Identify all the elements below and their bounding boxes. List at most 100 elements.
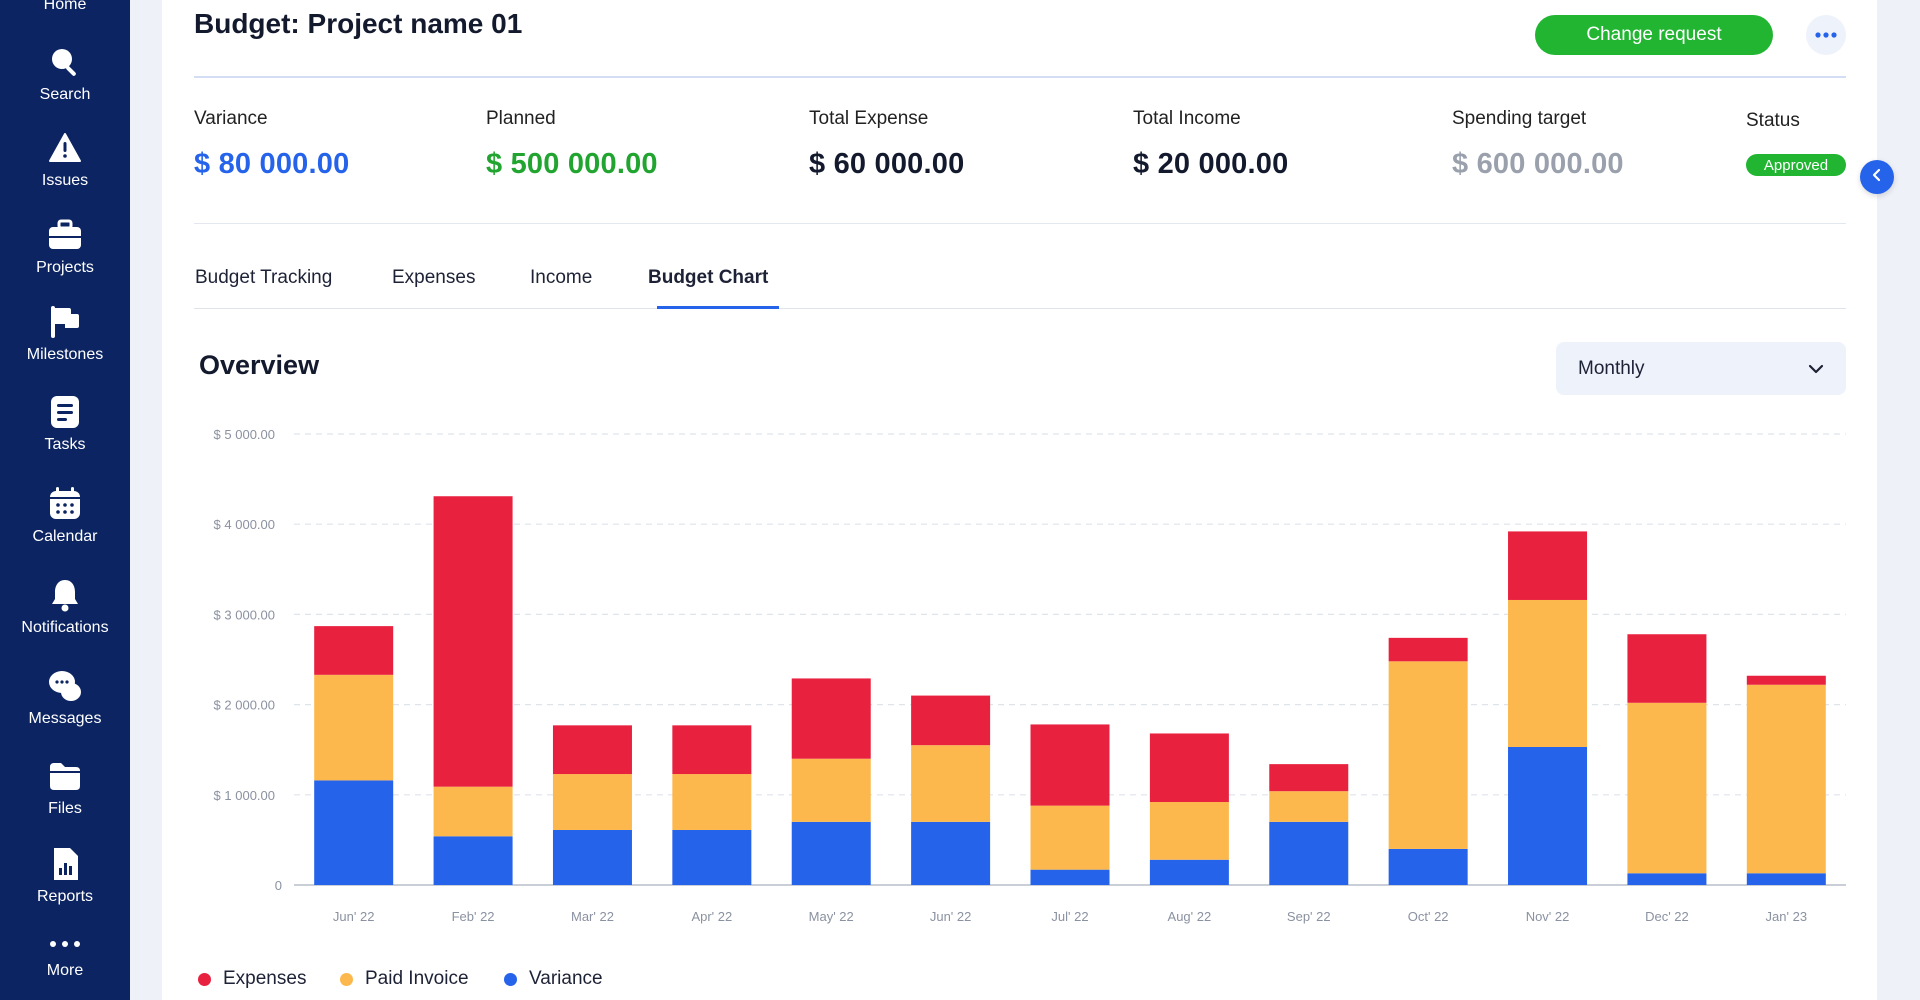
legend-variance[interactable]: Variance [504,968,603,990]
x-tick-label: May' 22 [809,909,854,924]
y-tick-label: $ 4 000.00 [214,517,275,532]
sidebar-item-label: Messages [28,710,102,727]
y-tick-label: $ 1 000.00 [214,788,275,803]
y-tick-label: $ 5 000.00 [214,427,275,442]
sidebar-item-messages[interactable]: Messages [0,668,130,728]
sidebar-item-search[interactable]: Search [0,44,130,104]
bar-segment-paid-invoice [1746,684,1826,874]
warning-icon [47,130,83,166]
sidebar-item-label: Calendar [32,528,98,545]
bar-segment-expenses [791,678,871,759]
metric-value: $ 500 000.00 [486,148,658,180]
bar-segment-expenses [1269,764,1349,792]
bar-segment-variance [672,829,752,885]
legend-swatch [340,972,353,986]
x-tick-label: Jan' 23 [1766,909,1808,924]
bar-segment-expenses [1388,637,1468,662]
bar-segment-variance [1269,821,1349,885]
bar-segment-expenses [1030,724,1110,806]
y-tick-label: $ 2 000.00 [214,698,275,713]
x-tick-label: Mar' 22 [571,909,614,924]
bar-segment-paid-invoice [1627,702,1707,874]
budget-stacked-bar-chart: 0 $ 1 000.00 $ 2 000.00 $ 3 000.00 $ 4 000.0… [214,427,1846,924]
sidebar-item-notifications[interactable]: Notifications [0,577,130,637]
tab-budget-tracking[interactable]: Budget Tracking [195,267,333,288]
sidebar-item-home[interactable]: Home [0,0,130,14]
chat-icon [47,668,83,704]
metric-value: $ 20 000.00 [1133,148,1289,180]
bar-segment-variance [1388,848,1468,885]
tasks-icon [47,394,83,430]
metric-label: Spending target [1452,108,1587,129]
sidebar-item-label: Files [48,800,82,817]
legend-paid-invoice[interactable]: Paid Invoice [340,968,469,990]
x-tick-label: Nov' 22 [1526,909,1570,924]
bar-segment-expenses [1627,634,1707,703]
metric-value: $ 600 000.00 [1452,148,1624,180]
tab-expenses[interactable]: Expenses [392,267,476,288]
chevron-left-icon [1870,168,1884,187]
period-select[interactable]: Monthly [1556,342,1846,395]
metric-status: Status [1746,110,1800,132]
bar-segment-variance [1746,873,1826,885]
bar-segment-paid-invoice [672,774,752,830]
y-tick-label: 0 [275,878,282,893]
legend-expenses[interactable]: Expenses [198,968,306,990]
sidebar-item-label: Tasks [44,436,86,453]
x-tick-label: Sep' 22 [1287,909,1331,924]
calendar-icon [47,486,83,522]
bell-icon [47,577,83,613]
metric-variance: Variance $ 80 000.00 [194,108,349,181]
sidebar-item-files[interactable]: Files [0,758,130,818]
sidebar-item-label: Reports [36,888,94,905]
bar-segment-expenses [1746,675,1826,685]
page-title: Budget: Project name 01 [194,8,523,39]
bar-segment-paid-invoice [552,774,632,830]
tab-income[interactable]: Income [530,267,593,288]
sidebar-item-label: Milestones [26,346,104,363]
header-divider [194,76,1846,78]
metric-label: Total Income [1133,108,1241,129]
metric-value: $ 80 000.00 [194,148,350,180]
bar-segment-variance [1030,869,1110,885]
chevron-down-icon [1808,358,1824,380]
bar-segment-variance [911,821,991,885]
bar-segment-paid-invoice [314,674,394,781]
tabs-divider [194,308,1846,309]
sidebar: Home Search Issues Projects Milestones T… [0,0,130,1000]
right-gutter [1877,0,1920,1000]
x-tick-label: Feb' 22 [452,909,495,924]
change-request-button[interactable]: Change request [1535,15,1773,55]
metric-spending-target: Spending target $ 600 000.00 [1452,108,1624,181]
sidebar-item-label: Issues [41,172,89,189]
collapse-panel-button[interactable] [1860,160,1894,194]
sidebar-item-calendar[interactable]: Calendar [0,486,130,546]
bar-segment-variance [1508,746,1588,885]
metric-value: $ 60 000.00 [809,148,965,180]
sidebar-item-label: Notifications [21,619,109,636]
bar-segment-paid-invoice [791,758,871,822]
tab-budget-chart[interactable]: Budget Chart [648,267,769,288]
metric-total-income: Total Income $ 20 000.00 [1133,108,1288,181]
sidebar-item-label: More [46,962,84,979]
sidebar-item-milestones[interactable]: Milestones [0,304,130,364]
legend-swatch [198,972,211,986]
overview-title: Overview [199,350,320,380]
bar-segment-variance [552,829,632,885]
bar-segment-expenses [433,496,513,787]
bar-segment-variance [433,836,513,885]
sidebar-item-reports[interactable]: Reports [0,846,130,906]
flag-icon [47,304,83,340]
sidebar-item-tasks[interactable]: Tasks [0,394,130,454]
active-tab-indicator [657,306,779,309]
sidebar-item-more[interactable]: More [0,938,130,980]
y-tick-label: $ 3 000.00 [214,607,275,622]
bar-segment-paid-invoice [1269,791,1349,822]
metrics-divider [194,223,1846,224]
status-badge: Approved [1746,154,1846,176]
bar-segment-variance [314,780,394,885]
report-icon [47,846,83,882]
more-options-button[interactable] [1806,15,1846,55]
sidebar-item-projects[interactable]: Projects [0,217,130,277]
sidebar-item-issues[interactable]: Issues [0,130,130,190]
